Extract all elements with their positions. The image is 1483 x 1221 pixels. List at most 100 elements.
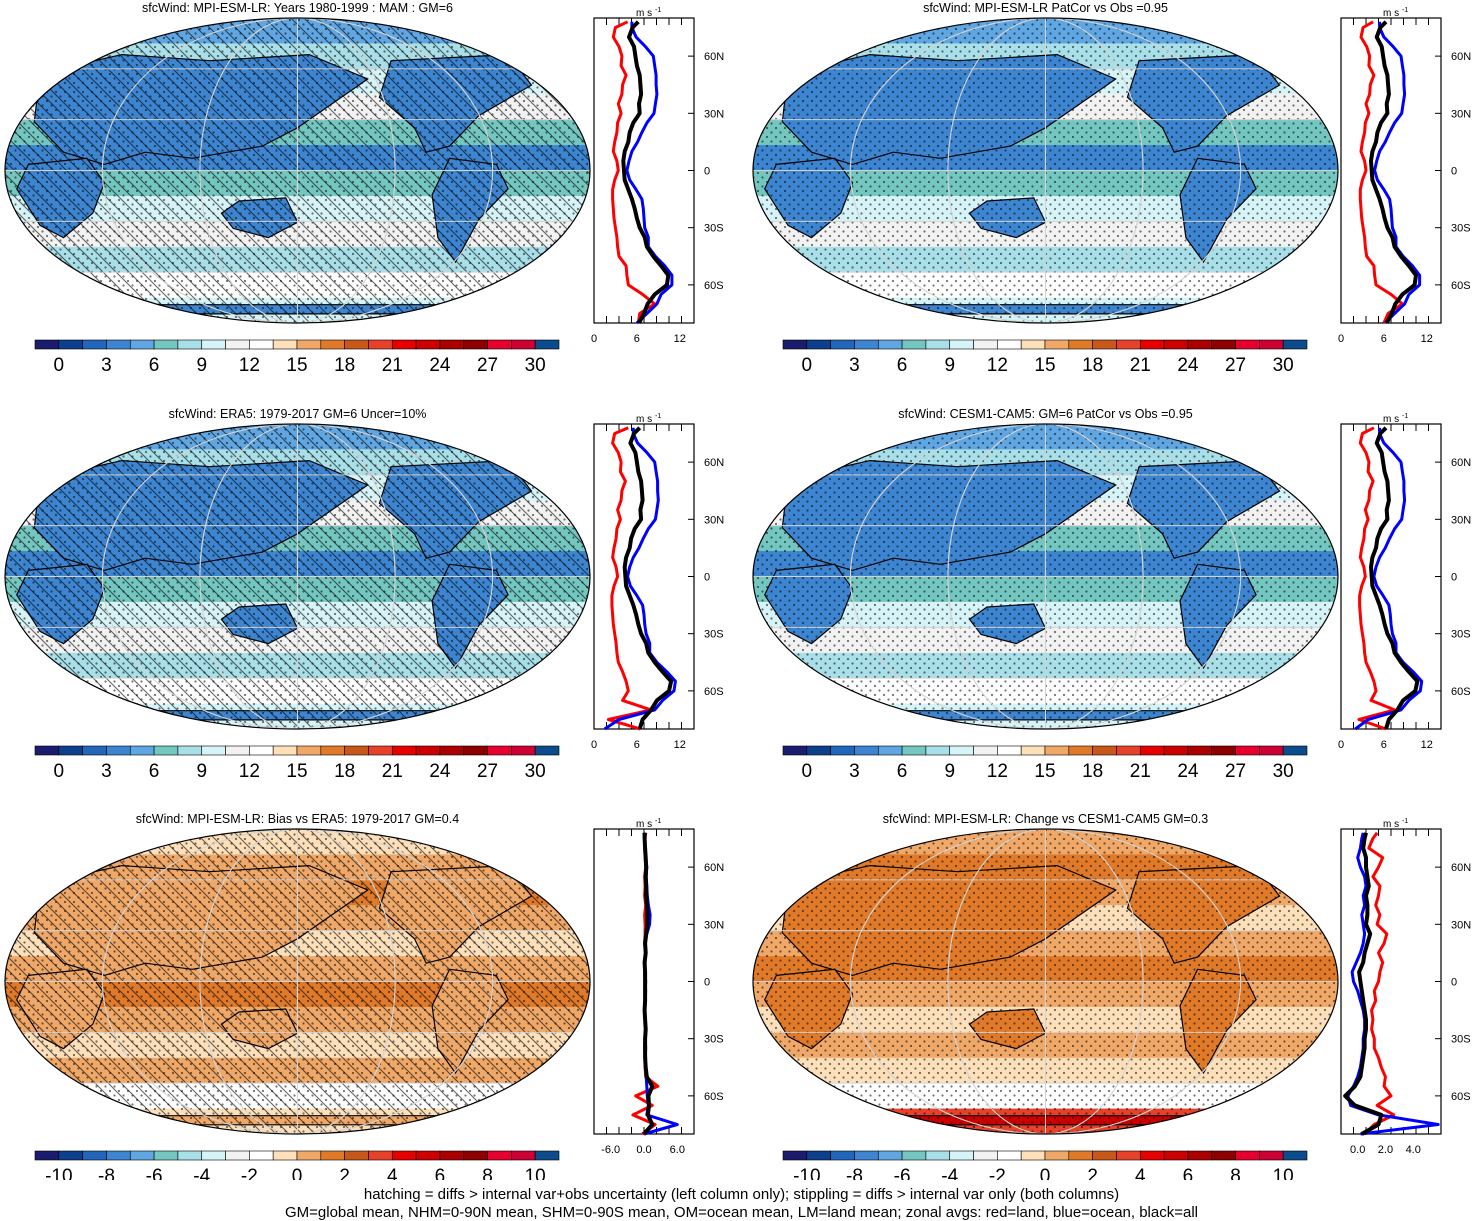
zonal-series-ocean xyxy=(603,427,677,731)
colorbar-swatch xyxy=(344,339,369,350)
colorbar-swatch xyxy=(1282,339,1308,350)
colorbar-tick-label: 6 xyxy=(149,761,160,782)
colorbar-swatch xyxy=(82,339,107,350)
panel-2: sfcWind: MPI-ESM-LR PatCor vs Obs =0.95 0… xyxy=(752,1,1471,376)
colorbar-swatch xyxy=(106,339,131,350)
colorbar-swatch xyxy=(296,745,322,756)
colorbar-swatch xyxy=(534,339,560,350)
zonal-ytick-label: 0 xyxy=(704,572,710,584)
zonal-xtick-label: 12 xyxy=(1421,333,1433,345)
colorbar-tick-label: -6 xyxy=(146,1166,163,1180)
colorbar-swatch xyxy=(225,745,250,756)
footer-legend-note: GM=global mean, NHM=0-90N mean, SHM=0-90… xyxy=(284,1204,1198,1221)
colorbar-swatch xyxy=(901,745,927,756)
colorbar-swatch xyxy=(925,1150,951,1161)
colorbar-tick-label: 27 xyxy=(477,761,498,782)
colorbar-swatch xyxy=(830,745,855,756)
zonal-xtick-label: 0 xyxy=(1338,739,1344,751)
colorbar-tick-label: 8 xyxy=(482,1166,493,1180)
colorbar-tick-label: 10 xyxy=(1273,1166,1294,1180)
colorbar-swatch xyxy=(249,745,274,756)
colorbar-tick-label: 6 xyxy=(1183,1166,1194,1180)
colorbar-tick-label: 12 xyxy=(987,355,1008,376)
colorbar-swatch xyxy=(296,1150,322,1161)
colorbar-swatch xyxy=(782,339,808,350)
colorbar-swatch xyxy=(368,745,393,756)
zonal-ytick-label: 30S xyxy=(704,1034,724,1046)
colorbar-tick-label: 3 xyxy=(101,761,112,782)
colorbar-swatch xyxy=(129,339,155,350)
zonal-xtick-label: 6 xyxy=(1381,739,1387,751)
zonal-ytick-label: 30N xyxy=(704,108,724,120)
colorbar-tick-label: 6 xyxy=(897,761,908,782)
zonal-frame xyxy=(1340,828,1442,1135)
colorbar-swatch xyxy=(463,745,488,756)
colorbar-tick-label: 10 xyxy=(525,1166,546,1180)
colorbar-swatch xyxy=(487,1150,512,1161)
colorbar-swatch xyxy=(463,339,488,350)
colorbar-swatch xyxy=(1235,745,1260,756)
colorbar-tick-label: 3 xyxy=(849,761,860,782)
colorbar-tick-label: 15 xyxy=(286,761,307,782)
colorbar-swatch xyxy=(439,1150,465,1161)
colorbar-swatch xyxy=(415,1150,441,1161)
colorbar-swatch xyxy=(391,339,417,350)
colorbar-swatch xyxy=(439,339,465,350)
colorbar-swatch xyxy=(1163,339,1189,350)
colorbar-tick-label: 18 xyxy=(1082,355,1103,376)
colorbar-tick-label: 9 xyxy=(944,355,955,376)
zonal-series-ocean xyxy=(625,21,674,325)
zonal-ytick-label: 60N xyxy=(704,51,724,63)
colorbar-swatch xyxy=(344,745,369,756)
colorbar-tick-label: 0 xyxy=(54,761,65,782)
panel-title: sfcWind: ERA5: 1979-2017 GM=6 Uncer=10% xyxy=(169,407,427,421)
zonal-ytick-label: 60N xyxy=(1451,51,1471,63)
colorbar-tick-label: 18 xyxy=(334,355,355,376)
zonal-title: m s xyxy=(636,819,652,830)
map-field xyxy=(5,424,590,729)
colorbar-swatch xyxy=(368,1150,393,1161)
zonal-series-land xyxy=(611,20,657,324)
colorbar-tick-label: 0 xyxy=(292,1166,303,1180)
graticule-lon xyxy=(101,829,494,1134)
zonal-ytick-label: 30S xyxy=(1451,223,1471,235)
map-field xyxy=(5,829,590,1134)
colorbar-swatch xyxy=(106,1150,131,1161)
colorbar-swatch xyxy=(1044,339,1070,350)
colorbar-swatch xyxy=(1187,339,1213,350)
colorbar-swatch xyxy=(901,339,927,350)
zonal-series-all xyxy=(1369,20,1418,324)
zonal-series-ocean xyxy=(1354,427,1424,731)
colorbar-swatch xyxy=(82,745,107,756)
colorbar-swatch xyxy=(177,1150,203,1161)
zonal-title-sup: -1 xyxy=(1402,413,1408,420)
colorbar-swatch xyxy=(153,339,179,350)
colorbar-swatch xyxy=(1187,1150,1213,1161)
colorbar-swatch xyxy=(1235,339,1260,350)
colorbar-tick-label: -4 xyxy=(941,1166,958,1180)
colorbar-tick-label: 21 xyxy=(382,761,403,782)
zonal-ytick-label: 60N xyxy=(704,457,724,469)
colorbar-tick-label: 2 xyxy=(339,1166,350,1180)
colorbar-swatch xyxy=(1116,745,1141,756)
colorbar-swatch xyxy=(320,339,345,350)
colorbar-swatch xyxy=(129,1150,155,1161)
colorbar-swatch xyxy=(877,745,903,756)
colorbar-tick-label: -2 xyxy=(989,1166,1006,1180)
zonal-series-land xyxy=(1363,831,1396,1136)
colorbar-tick-label: 27 xyxy=(1225,761,1246,782)
zonal-title-sup: -1 xyxy=(655,7,661,14)
panel-title: sfcWind: MPI-ESM-LR: Change vs CESM1-CAM… xyxy=(883,812,1208,826)
colorbar-tick-label: 9 xyxy=(944,761,955,782)
colorbar-tick-label: 0 xyxy=(54,355,65,376)
panel-6: sfcWind: MPI-ESM-LR: Change vs CESM1-CAM… xyxy=(752,812,1471,1187)
colorbar-swatch xyxy=(877,339,903,350)
zonal-series-all xyxy=(1369,426,1420,730)
zonal-frame xyxy=(1340,17,1442,324)
zonal-ytick-label: 60S xyxy=(704,280,724,292)
zonal-xtick-label: 12 xyxy=(674,333,686,345)
colorbar-swatch xyxy=(830,339,855,350)
panel-title: sfcWind: MPI-ESM-LR: Bias vs ERA5: 1979-… xyxy=(136,812,459,826)
colorbar-swatch xyxy=(854,1150,879,1161)
zonal-xtick-label: 4.0 xyxy=(1406,1144,1421,1156)
